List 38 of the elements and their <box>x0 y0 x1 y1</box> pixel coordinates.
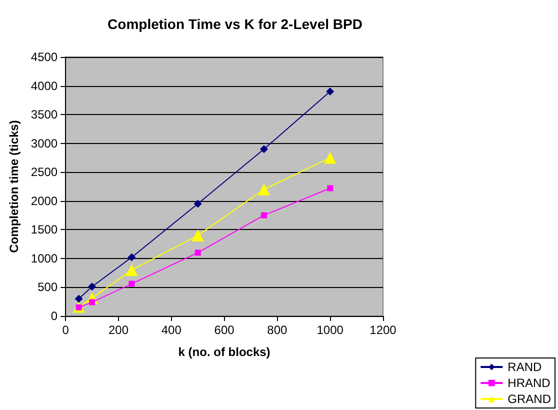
point <box>194 250 201 256</box>
y-tick-label: 4500 <box>30 50 58 64</box>
chart-title: Completion Time vs K for 2-Level BPD <box>108 16 362 32</box>
y-tick-label: 500 <box>38 280 58 294</box>
legend-label: GRAND <box>508 392 552 406</box>
x-axis-title: k (no. of blocks) <box>178 345 270 359</box>
y-tick-label: 0 <box>50 309 58 323</box>
point <box>326 88 334 96</box>
legend-label: HRAND <box>508 376 551 390</box>
point <box>258 183 270 196</box>
y-tick-label: 1500 <box>30 222 58 237</box>
x-tick-label: 1000 <box>316 323 344 337</box>
y-tick-label: 1000 <box>30 251 58 266</box>
y-tick-label: 3000 <box>30 136 58 150</box>
x-tick-label: 600 <box>214 323 235 337</box>
x-tick-label: 200 <box>108 323 129 337</box>
point <box>88 282 96 291</box>
point <box>260 212 267 218</box>
y-tick-label: 4000 <box>30 78 58 93</box>
x-tick-label: 800 <box>267 323 288 337</box>
legend-label: RAND <box>508 360 542 374</box>
x-tick-label: 0 <box>62 323 70 337</box>
y-tick-label: 2500 <box>30 165 58 180</box>
x-tick-label: 1200 <box>370 323 397 337</box>
y-tick-label: 3500 <box>30 108 58 122</box>
point <box>126 264 138 276</box>
point <box>194 200 202 208</box>
x-tick-label: 400 <box>161 323 182 337</box>
point <box>89 299 96 306</box>
point <box>192 229 204 242</box>
point <box>324 152 336 164</box>
point <box>260 145 268 154</box>
point <box>74 294 83 303</box>
y-axis-title: Completion time (ticks) <box>7 120 21 253</box>
point <box>128 253 136 262</box>
y-tick-label: 2000 <box>30 194 58 208</box>
point <box>327 185 334 192</box>
point <box>128 280 135 287</box>
